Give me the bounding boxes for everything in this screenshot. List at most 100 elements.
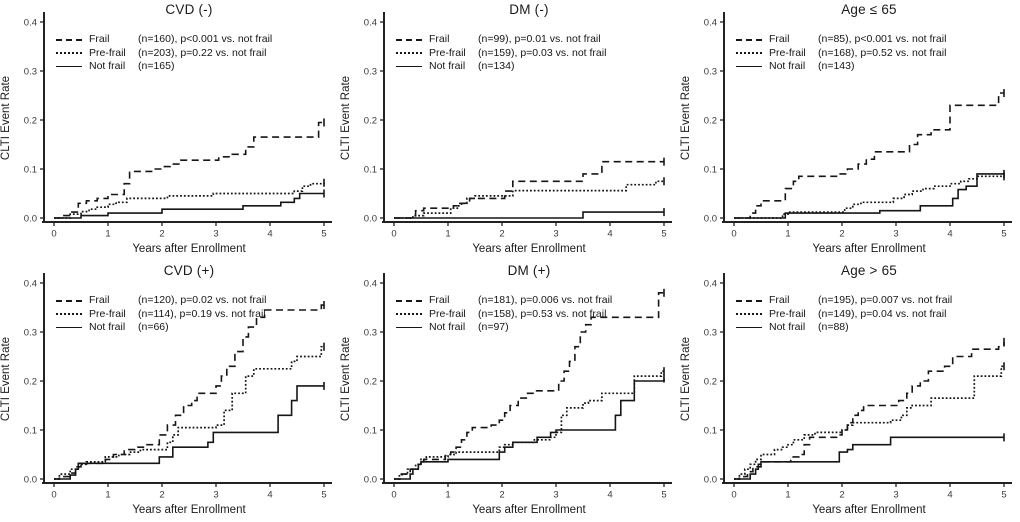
x-tick-label: 0 — [51, 490, 56, 501]
legend-line-sample-pre-frail — [396, 313, 422, 316]
legend-detail: (n=114), p=0.19 vs. not frail — [138, 307, 266, 320]
panel-age-le-65: Age ≤ 65 0.0 0.1 0.2 0.3 0.4 0 1 2 3 4 5 Frail (n=… — [680, 0, 1020, 261]
legend-detail: (n=120), p=0.02 vs. not frail — [138, 294, 267, 306]
legend-line-sample-not-frail — [56, 327, 82, 329]
panel-dm-pos: DM (+) 0.0 0.1 0.2 0.3 0.4 0 1 2 3 4 5 Frail (n=18… — [340, 261, 680, 522]
y-tick-label: 0.2 — [704, 377, 717, 388]
plot-area: 0.0 0.1 0.2 0.3 0.4 0 1 2 3 4 5 — [364, 12, 672, 240]
x-tick-label: 3 — [893, 490, 898, 501]
legend-detail: (n=160), p<0.001 vs. not frail — [138, 33, 273, 45]
series-pre-frail-curve — [54, 182, 325, 219]
y-axis-title: CLTI Event Rate — [340, 336, 352, 422]
legend-row-frail: Frail (n=195), p=0.007 vs. not frail — [736, 294, 952, 308]
x-tick-label: 2 — [499, 490, 504, 501]
series-pre-frail-curve — [394, 370, 664, 480]
legend-line-sample-frail — [396, 299, 422, 302]
legend-line-sample-frail — [56, 299, 82, 302]
y-tick-label: 0.2 — [24, 116, 37, 127]
y-tick-label: 0.4 — [364, 279, 377, 290]
panel-title: Age > 65 — [840, 263, 898, 278]
legend-detail: (n=195), p=0.007 vs. not frail — [818, 294, 953, 306]
legend-detail: (n=134) — [478, 60, 515, 72]
legend: Frail (n=120), p=0.02 vs. not frail Pre-… — [56, 294, 266, 335]
series-not-frail-curve — [54, 385, 324, 480]
x-tick-label: 3 — [553, 490, 558, 501]
panel-cvd-neg: CVD (-) 0.0 0.1 0.2 0.3 0.4 0 1 2 3 4 5 Frail (n=1… — [0, 0, 340, 261]
y-tick-label: 0.0 — [364, 214, 377, 225]
legend-line-sample-frail — [56, 38, 82, 41]
plot-area: 0.0 0.1 0.2 0.3 0.4 0 1 2 3 4 5 — [704, 12, 1012, 240]
legend-row-not-frail: Not frail (n=97) — [396, 321, 612, 335]
series-pre-frail-curve — [734, 175, 1004, 219]
legend-row-not-frail: Not frail (n=134) — [396, 60, 606, 74]
panel-title: CVD (+) — [163, 263, 215, 278]
series-not-frail-curve — [734, 173, 1004, 219]
y-tick-label: 0.2 — [364, 116, 377, 127]
x-tick-label: 2 — [159, 229, 164, 240]
x-tick-label: 0 — [731, 229, 736, 240]
x-axis-title: Years after Enrollment — [812, 243, 926, 255]
legend-row-frail: Frail (n=99), p=0.01 vs. not frail — [396, 33, 606, 47]
x-tick-label: 0 — [391, 490, 396, 501]
series-pre-frail-curve — [734, 365, 1004, 480]
y-tick-label: 0.0 — [704, 214, 717, 225]
plot-area: 0.0 0.1 0.2 0.3 0.4 0 1 2 3 4 5 — [364, 273, 672, 501]
y-tick-label: 0.3 — [704, 67, 717, 78]
legend-detail: (n=181), p=0.006 vs. not frail — [478, 294, 613, 306]
y-tick-label: 0.4 — [364, 18, 377, 29]
y-tick-label: 0.1 — [704, 426, 717, 437]
legend: Frail (n=195), p=0.007 vs. not frail Pre… — [736, 294, 952, 335]
x-tick-label: 5 — [1001, 490, 1006, 501]
y-tick-label: 0.1 — [24, 165, 37, 176]
legend: Frail (n=181), p=0.006 vs. not frail Pre… — [396, 294, 612, 335]
y-tick-label: 0.2 — [24, 377, 37, 388]
panel-dm-neg: DM (-) 0.0 0.1 0.2 0.3 0.4 0 1 2 3 4 5 Frail (n=99… — [340, 0, 680, 261]
plot-area: 0.0 0.1 0.2 0.3 0.4 0 1 2 3 4 5 — [24, 273, 332, 501]
x-tick-label: 2 — [839, 229, 844, 240]
legend-detail: (n=85), p<0.001 vs. not frail — [818, 33, 947, 45]
legend-label: Pre-frail — [429, 46, 466, 59]
y-tick-label: 0.4 — [24, 18, 37, 29]
panel-title: Age ≤ 65 — [841, 2, 897, 17]
legend-row-pre-frail: Pre-frail (n=149), p=0.04 vs. not frail — [736, 308, 952, 322]
legend-label: Frail — [769, 294, 790, 306]
x-tick-label: 3 — [893, 229, 898, 240]
legend-label: Not frail — [769, 60, 806, 72]
legend-label: Not frail — [769, 321, 806, 333]
y-tick-label: 0.0 — [704, 475, 717, 486]
legend-detail: (n=165) — [138, 60, 175, 72]
panel-title: DM (+) — [507, 263, 551, 278]
legend-label: Frail — [89, 33, 110, 45]
series-not-frail-curve — [394, 211, 664, 219]
legend-line-sample-pre-frail — [56, 313, 82, 316]
legend-row-not-frail: Not frail (n=66) — [56, 321, 266, 335]
legend-label: Pre-frail — [429, 307, 466, 320]
y-tick-label: 0.2 — [704, 116, 717, 127]
x-tick-label: 0 — [391, 229, 396, 240]
legend-row-not-frail: Not frail (n=165) — [56, 60, 272, 74]
series-not-frail-curve — [54, 192, 324, 219]
legend-detail: (n=143) — [818, 60, 855, 72]
y-tick-label: 0.1 — [704, 165, 717, 176]
panel-age-gt-65: Age > 65 0.0 0.1 0.2 0.3 0.4 0 1 2 3 4 5 Frail (n=… — [680, 261, 1020, 522]
x-tick-label: 4 — [607, 490, 612, 501]
legend-row-not-frail: Not frail (n=143) — [736, 60, 946, 74]
x-tick-label: 1 — [445, 490, 450, 501]
y-tick-label: 0.1 — [364, 165, 377, 176]
legend-label: Frail — [429, 294, 450, 306]
panel-title: DM (-) — [509, 2, 549, 17]
y-tick-label: 0.3 — [24, 67, 37, 78]
legend-line-sample-pre-frail — [56, 52, 82, 55]
legend-detail: (n=99), p=0.01 vs. not frail — [478, 33, 601, 45]
x-axis-title: Years after Enrollment — [132, 243, 246, 255]
legend-label: Frail — [429, 33, 450, 45]
legend-row-pre-frail: Pre-frail (n=159), p=0.03 vs. not frail — [396, 47, 606, 61]
series-frail-curve — [734, 341, 1005, 480]
legend-line-sample-not-frail — [736, 327, 762, 329]
legend-label: Not frail — [89, 60, 126, 72]
x-tick-label: 1 — [785, 490, 790, 501]
legend-line-sample-frail — [396, 38, 422, 41]
series-not-frail-curve — [734, 436, 1004, 480]
y-axis-title: CLTI Event Rate — [680, 336, 692, 422]
